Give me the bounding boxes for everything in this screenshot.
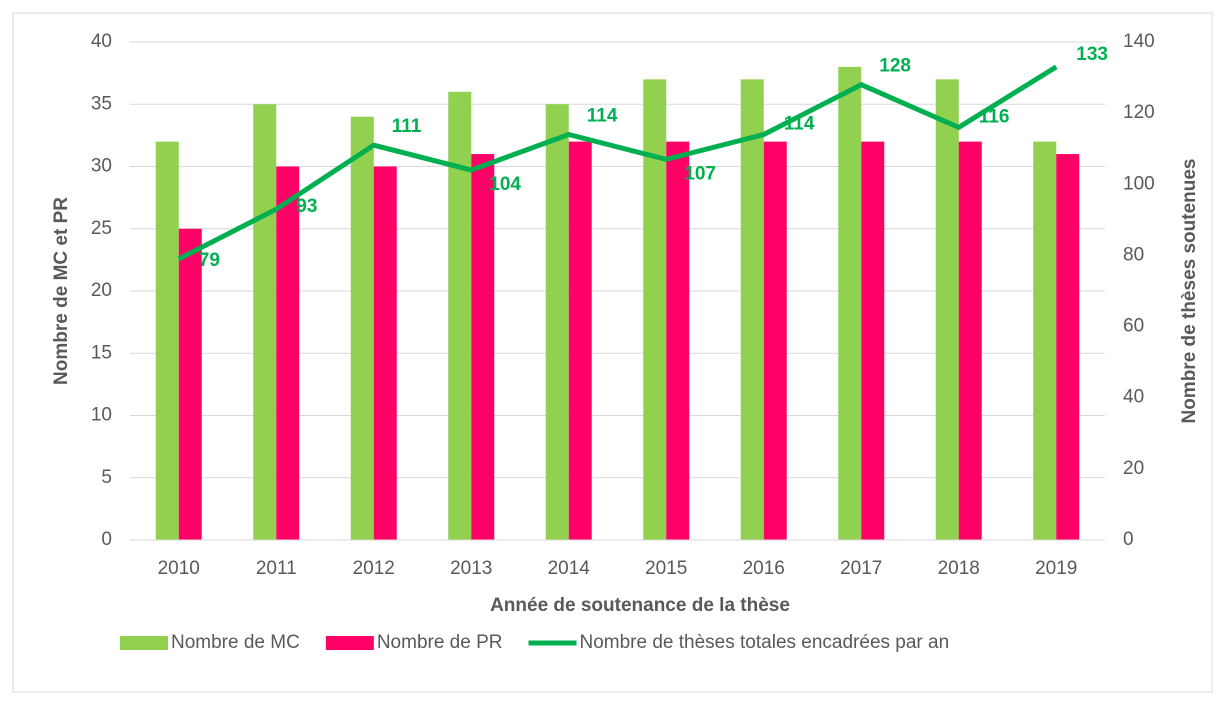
y-tick-label: 25 [91,218,112,239]
bar [643,79,667,540]
legend-label: Nombre de PR [377,632,503,653]
bar [350,116,374,540]
y2-tick-label: 80 [1123,244,1144,265]
y2-axis-title: Nombre de thèses soutenues [1179,158,1200,423]
bar [958,141,982,540]
data-label: 114 [784,114,815,135]
legend-label: Nombre de thèses totales encadrées par a… [580,632,950,653]
bar [1033,141,1057,540]
bar [763,141,787,540]
y2-tick-label: 40 [1123,387,1144,408]
y2-tick-label: 100 [1123,173,1155,194]
bar [861,141,885,540]
data-label: 107 [684,163,716,184]
y-tick-label: 30 [91,156,112,177]
data-label: 93 [296,196,317,217]
y-tick-label: 35 [91,93,112,114]
data-label: 133 [1076,44,1108,65]
bar [1056,154,1080,541]
y-tick-label: 5 [101,467,112,488]
data-label: 111 [392,116,422,137]
x-tick-label: 2010 [158,558,200,579]
x-tick-label: 2015 [645,558,687,579]
line [177,64,1058,262]
x-tick-label: 2013 [450,558,492,579]
y2-tick-label: 140 [1123,31,1155,52]
bar [568,141,592,540]
x-tick-label: 2012 [353,558,395,579]
bar [838,66,862,541]
bar [373,166,397,540]
x-tick-label: 2017 [840,558,882,579]
y-tick-label: 40 [91,31,112,52]
y2-tick-label: 20 [1123,458,1144,479]
bar [448,91,472,541]
y2-tick-label: 0 [1123,529,1134,550]
bar [545,104,569,540]
chart-border [12,12,1213,693]
bar [740,79,764,540]
y-axis-title: Nombre de MC et PR [51,197,72,385]
x-tick-label: 2018 [938,558,980,579]
bar [471,154,495,541]
bar [155,141,179,540]
legend-key [325,636,374,650]
y-tick-label: 0 [101,529,112,550]
x-tick-label: 2016 [743,558,785,579]
data-label: 104 [489,174,521,195]
y-tick-label: 10 [91,405,112,426]
data-label: 128 [879,56,911,77]
bar [935,79,959,540]
x-tick-label: 2019 [1035,558,1077,579]
y-tick-label: 20 [91,280,112,301]
data-label: 79 [199,250,220,271]
bar [178,228,202,540]
bar [666,141,690,540]
x-tick-label: 2011 [256,558,297,579]
bar [276,166,300,540]
bar [253,104,277,540]
x-axis-title: Année de soutenance de la thèse [490,595,790,616]
legend-key [120,636,168,650]
y2-tick-label: 60 [1123,316,1144,337]
x-tick-label: 2014 [548,558,591,579]
legend-label: Nombre de MC [171,632,300,653]
data-label: 114 [587,106,618,127]
y-tick-label: 15 [91,342,112,363]
y2-tick-label: 120 [1123,102,1155,123]
data-label: 116 [979,106,1010,127]
